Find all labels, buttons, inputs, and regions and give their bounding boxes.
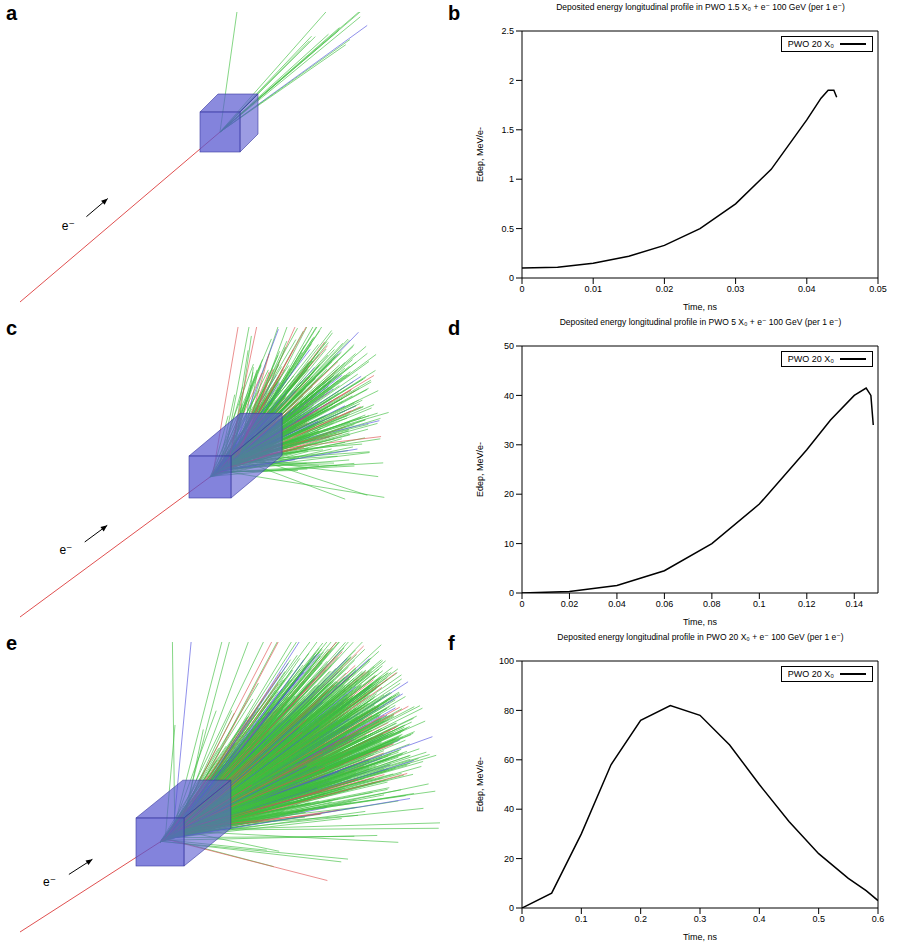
svg-text:0.03: 0.03 <box>727 284 745 294</box>
svg-text:Edep, MeV/e-: Edep, MeV/e- <box>475 757 485 812</box>
svg-text:Edep, MeV/e-: Edep, MeV/e- <box>475 442 485 497</box>
svg-text:0.3: 0.3 <box>694 914 707 924</box>
svg-text:0.4: 0.4 <box>753 914 766 924</box>
svg-text:2.5: 2.5 <box>501 26 514 36</box>
svg-text:0.12: 0.12 <box>798 599 816 609</box>
html-text:Deposited energy longitudinal: Deposited energy longitudinal profile in… <box>556 2 845 12</box>
svg-text:0: 0 <box>509 273 514 283</box>
svg-text:60: 60 <box>504 755 514 765</box>
svg-text:0.5: 0.5 <box>812 914 825 924</box>
svg-text:e⁻: e⁻ <box>59 543 72 557</box>
svg-text:0.2: 0.2 <box>634 914 647 924</box>
svg-text:0.04: 0.04 <box>608 599 626 609</box>
svg-text:0.02: 0.02 <box>656 284 674 294</box>
svg-text:Time, ns: Time, ns <box>683 617 718 627</box>
svg-text:0.02: 0.02 <box>561 599 579 609</box>
html-text:Deposited energy longitudinal: Deposited energy longitudinal profile in… <box>557 632 844 642</box>
svg-text:0.5: 0.5 <box>501 224 514 234</box>
svg-text:0.08: 0.08 <box>703 599 721 609</box>
svg-text:40: 40 <box>504 391 514 401</box>
svg-text:Time, ns: Time, ns <box>683 932 718 942</box>
svg-text:0.04: 0.04 <box>798 284 816 294</box>
svg-text:80: 80 <box>504 706 514 716</box>
svg-text:0.06: 0.06 <box>656 599 674 609</box>
svg-text:20: 20 <box>504 489 514 499</box>
html-text:PWO 20 X₀: PWO 20 X₀ <box>787 669 834 679</box>
svg-text:0.14: 0.14 <box>846 599 864 609</box>
svg-text:40: 40 <box>504 804 514 814</box>
svg-text:20: 20 <box>504 854 514 864</box>
svg-text:Time, ns: Time, ns <box>683 302 718 312</box>
html-text:PWO 20 X₀: PWO 20 X₀ <box>787 354 834 364</box>
html-text:c: c <box>6 317 18 339</box>
html-text:f: f <box>448 632 455 654</box>
svg-text:0: 0 <box>519 914 524 924</box>
html-text:e: e <box>6 632 18 654</box>
svg-text:e⁻: e⁻ <box>62 219 75 233</box>
svg-text:50: 50 <box>504 341 514 351</box>
svg-text:0: 0 <box>509 903 514 913</box>
html-text:b: b <box>448 2 461 24</box>
svg-text:0.6: 0.6 <box>872 914 885 924</box>
svg-text:0: 0 <box>509 588 514 598</box>
svg-text:30: 30 <box>504 440 514 450</box>
svg-text:10: 10 <box>504 539 514 549</box>
svg-text:0.1: 0.1 <box>753 599 766 609</box>
svg-text:2: 2 <box>509 76 514 86</box>
svg-text:0.05: 0.05 <box>869 284 887 294</box>
svg-text:e⁻: e⁻ <box>43 875 56 889</box>
svg-text:0: 0 <box>519 284 524 294</box>
svg-text:100: 100 <box>499 656 514 666</box>
html-text:a: a <box>6 2 18 24</box>
html-text:Deposited energy longitudinal: Deposited energy longitudinal profile in… <box>559 317 842 327</box>
svg-text:1: 1 <box>509 174 514 184</box>
svg-text:0: 0 <box>519 599 524 609</box>
html-text:PWO 20 X₀: PWO 20 X₀ <box>787 39 834 49</box>
svg-text:0.1: 0.1 <box>575 914 588 924</box>
svg-text:Edep, MeV/e-: Edep, MeV/e- <box>475 127 485 182</box>
svg-text:1.5: 1.5 <box>501 125 514 135</box>
html-text:d: d <box>448 317 461 339</box>
svg-text:0.01: 0.01 <box>584 284 602 294</box>
